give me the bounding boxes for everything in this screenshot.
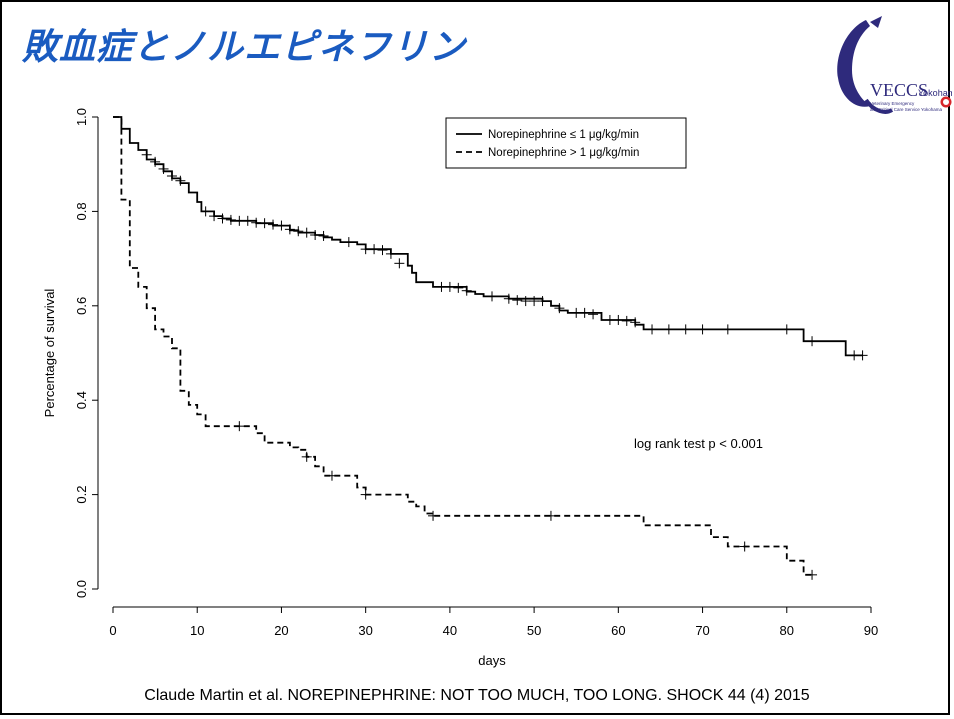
x-tick-label: 60 — [611, 623, 625, 638]
x-tick-label: 20 — [274, 623, 288, 638]
series-high-dose-line — [113, 116, 812, 576]
x-tick-label: 40 — [443, 623, 457, 638]
survival-chart: 0.0 0.2 0.4 0.6 0.8 1.0 0 10 20 30 40 50 60 70 80 90 N… — [42, 108, 878, 668]
logo-line1: Veterinary Emergency — [870, 101, 915, 106]
logo-dot-inner — [943, 99, 949, 105]
logo-arc — [837, 20, 870, 107]
logo-city: Yokohama — [918, 88, 952, 98]
log-rank-annotation: log rank test p < 0.001 — [634, 436, 763, 451]
x-axis-ticks: 0 10 20 30 40 50 60 70 80 90 — [109, 607, 878, 638]
y-tick-label: 1.0 — [74, 108, 89, 126]
slide-title: 敗血症とノルエピネフリン — [22, 27, 467, 68]
y-tick-label: 0.8 — [74, 202, 89, 220]
x-tick-label: 10 — [190, 623, 204, 638]
legend-label: Norepinephrine ≤ 1 μg/kg/min — [488, 129, 639, 141]
logo-brand: VECCS — [870, 80, 928, 100]
x-tick-label: 90 — [864, 623, 878, 638]
y-tick-label: 0.4 — [74, 391, 89, 409]
series-layer — [113, 116, 868, 580]
x-tick-label: 70 — [695, 623, 709, 638]
x-tick-label: 0 — [109, 623, 116, 638]
y-axis-ticks: 0.0 0.2 0.4 0.6 0.8 1.0 — [74, 108, 98, 598]
y-tick-label: 0.6 — [74, 297, 89, 315]
y-axis-label: Percentage of survival — [42, 289, 57, 418]
logo-line2: and Critical Care Service Yokohama — [870, 107, 943, 112]
chart-axes — [97, 117, 871, 608]
x-tick-label: 50 — [527, 623, 541, 638]
legend-label: Norepinephrine > 1 μg/kg/min — [488, 147, 639, 159]
veccs-logo: VECCS Yokohama Veterinary Emergency and … — [837, 16, 952, 114]
series-low-dose-line — [113, 116, 863, 357]
x-tick-label: 30 — [358, 623, 372, 638]
citation: Claude Martin et al. NOREPINEPHRINE: NOT… — [144, 687, 810, 704]
logo-dog-ear — [870, 16, 882, 28]
x-tick-label: 80 — [780, 623, 794, 638]
y-tick-label: 0.2 — [74, 486, 89, 504]
logo-tail — [864, 98, 894, 114]
x-axis-label: days — [478, 653, 506, 668]
y-tick-label: 0.0 — [74, 580, 89, 598]
chart-legend: Norepinephrine ≤ 1 μg/kg/min Norepinephri… — [445, 117, 687, 169]
header-band — [2, 2, 948, 86]
legend-box — [445, 117, 687, 169]
